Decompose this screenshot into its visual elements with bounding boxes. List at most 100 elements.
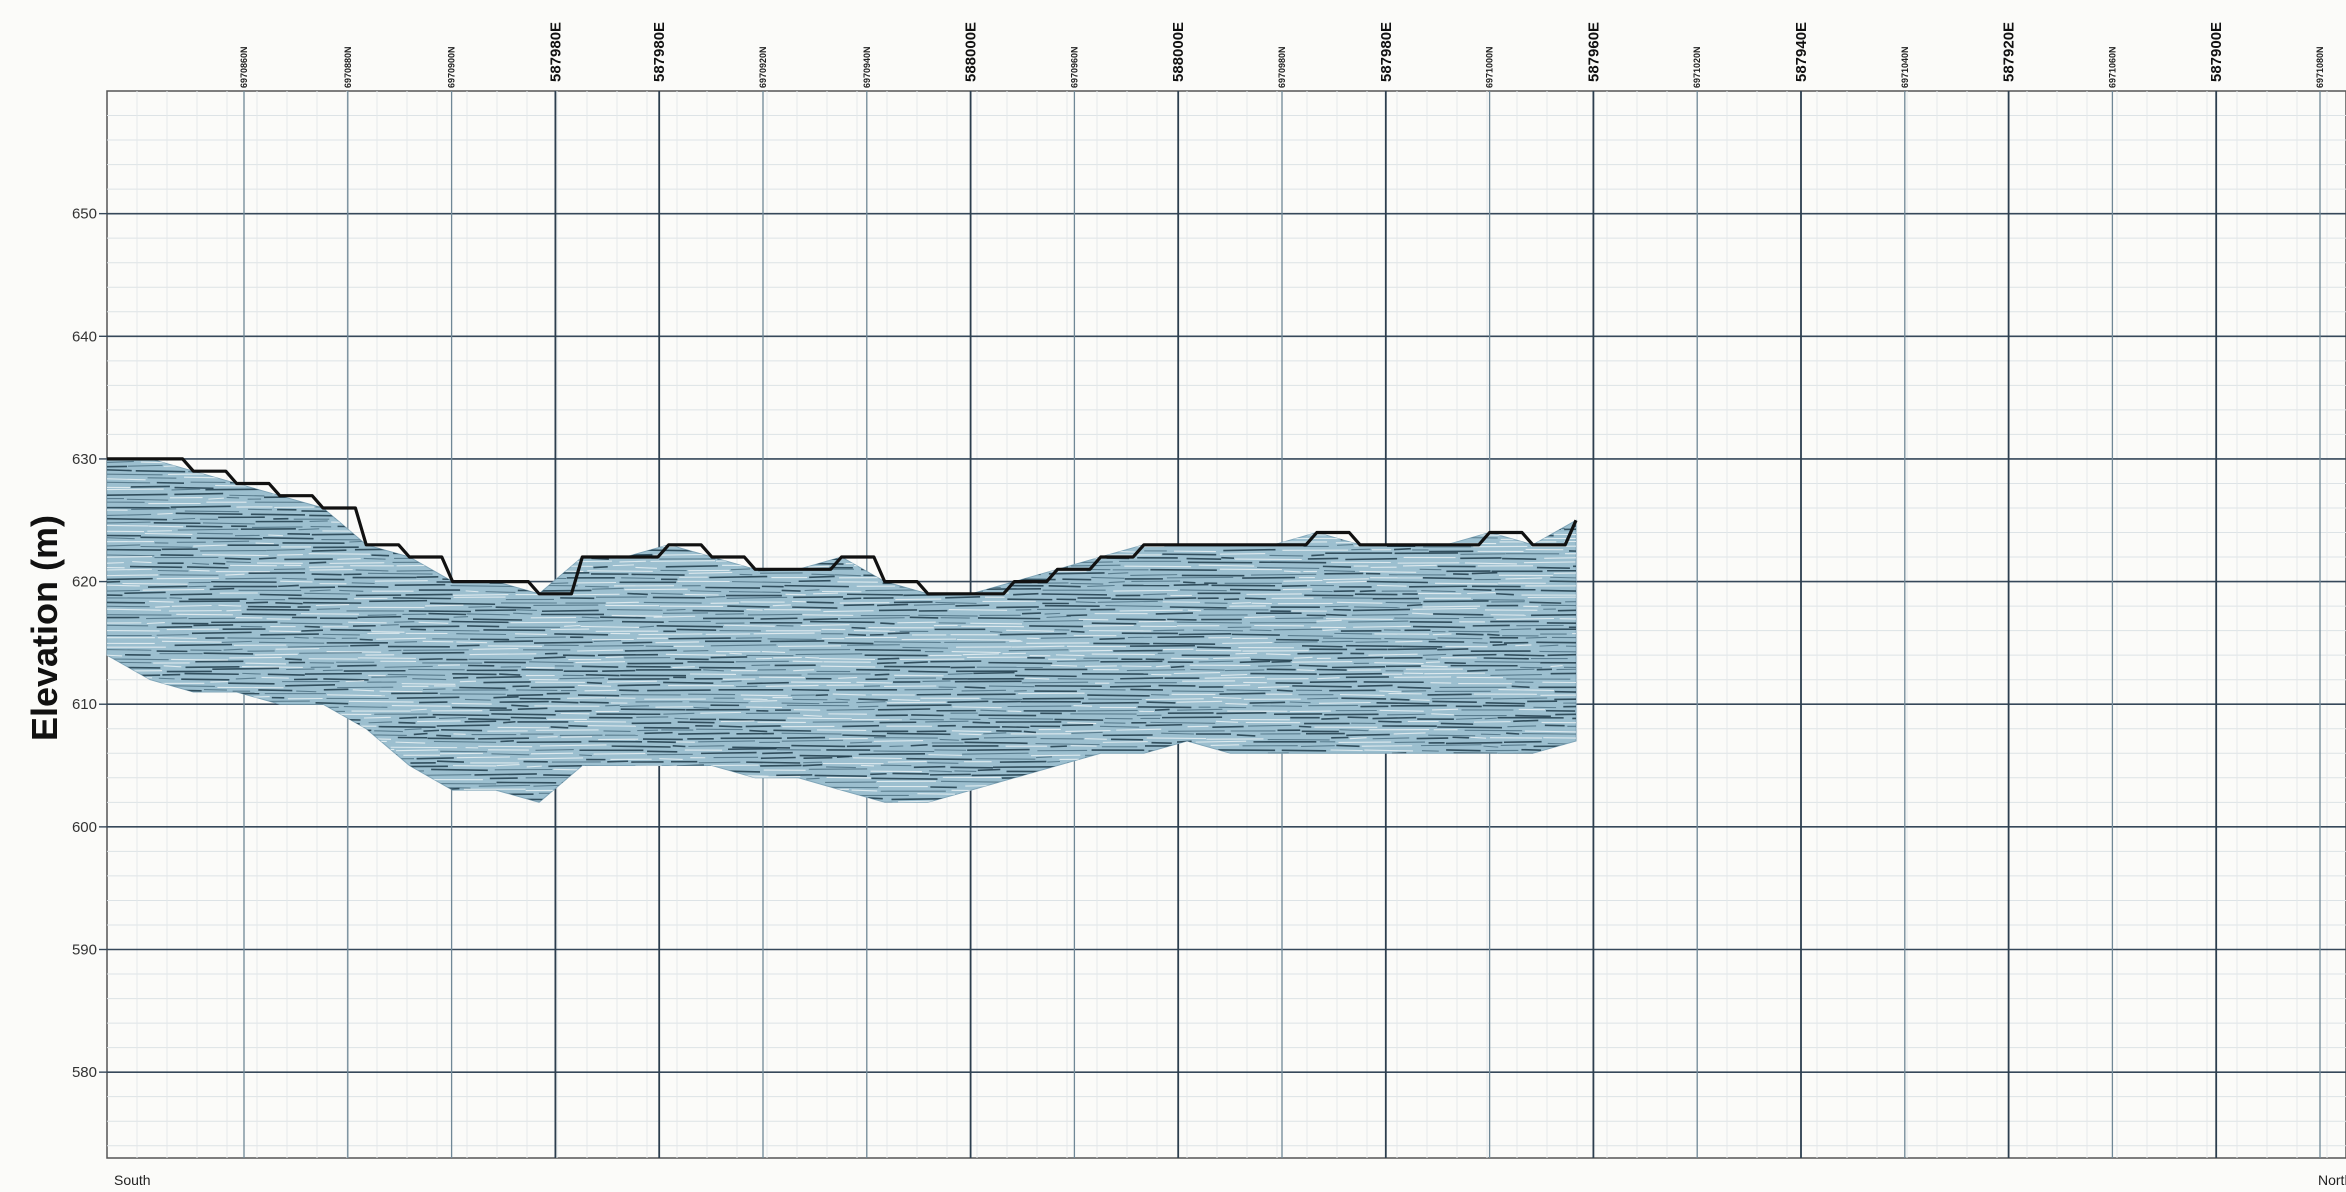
reflector-stroke — [721, 680, 742, 683]
reflector-stroke — [396, 749, 439, 752]
reflector-stroke — [228, 682, 275, 685]
reflector-stroke — [235, 677, 256, 680]
reflector-stroke — [804, 589, 820, 592]
reflector-stroke — [663, 712, 695, 715]
y-tick-label: 610 — [72, 696, 97, 713]
reflector-stroke — [1387, 647, 1437, 651]
reflector-stroke — [1326, 618, 1393, 620]
reflector-stroke — [478, 737, 529, 740]
reflector-stroke — [396, 696, 460, 699]
reflector-stroke — [621, 620, 664, 624]
reflector-stroke — [1394, 547, 1411, 551]
reflector-stroke — [174, 486, 214, 490]
reflector-stroke — [1186, 557, 1222, 561]
reflector-stroke — [1265, 653, 1291, 656]
reflector-stroke — [1336, 601, 1383, 604]
reflector-stroke — [1155, 612, 1194, 615]
reflector-stroke — [1547, 653, 1576, 657]
reflector-stroke — [672, 744, 686, 748]
reflector-stroke — [1151, 741, 1172, 745]
reflector-stroke — [644, 731, 673, 735]
reflector-stroke — [294, 636, 309, 639]
reflector-stroke — [672, 666, 695, 669]
reflector-stroke — [459, 686, 506, 690]
reflector-stroke — [1428, 734, 1476, 737]
reflector-stroke — [1091, 622, 1137, 625]
reflector-stroke — [468, 718, 511, 721]
reflector-stroke — [1559, 618, 1576, 621]
reflector-stroke — [1195, 740, 1247, 743]
reflector-stroke — [156, 626, 193, 629]
reflector-stroke — [1248, 724, 1292, 727]
reflector-stroke — [107, 608, 162, 611]
reflector-stroke — [453, 593, 509, 596]
reflector-stroke — [1036, 756, 1053, 759]
reflector-stroke — [1501, 628, 1532, 631]
reflector-stroke — [193, 544, 227, 547]
reflector-stroke — [581, 616, 600, 619]
reflector-stroke — [107, 537, 135, 540]
top-coordinate-label: 587980E — [1378, 22, 1395, 82]
reflector-stroke — [843, 597, 862, 600]
reflector-stroke — [1432, 708, 1459, 711]
reflector-stroke — [977, 768, 1001, 772]
reflector-stroke — [1440, 722, 1474, 725]
reflector-stroke — [878, 609, 918, 612]
reflector-stroke — [412, 678, 447, 681]
reflector-stroke — [499, 673, 521, 676]
reflector-stroke — [772, 604, 791, 607]
reflector-stroke — [392, 597, 451, 600]
reflector-stroke — [727, 605, 770, 608]
reflector-stroke — [1047, 760, 1061, 763]
reflector-stroke — [517, 757, 584, 760]
reflector-stroke — [432, 713, 490, 717]
reflector-stroke — [826, 708, 875, 711]
reflector-stroke — [1212, 725, 1244, 728]
reflector-stroke — [468, 606, 493, 608]
reflector-stroke — [1467, 592, 1496, 595]
reflector-stroke — [171, 658, 228, 661]
reflector-stroke — [1102, 741, 1148, 743]
reflector-stroke — [1455, 633, 1484, 636]
reflector-stroke — [1164, 597, 1197, 600]
reflector-stroke — [378, 725, 436, 728]
reflector-stroke — [491, 713, 556, 716]
reflector-stroke — [836, 755, 850, 759]
reflector-stroke — [526, 765, 542, 768]
reflector-stroke — [551, 701, 579, 704]
reflector-stroke — [515, 633, 548, 635]
reflector-stroke — [155, 605, 170, 608]
reflector-stroke — [452, 672, 497, 676]
reflector-stroke — [1319, 672, 1382, 676]
reflector-stroke — [533, 784, 563, 787]
reflector-stroke — [1276, 689, 1293, 692]
reflector-stroke — [639, 625, 654, 628]
reflector-stroke — [720, 720, 755, 723]
reflector-stroke — [892, 772, 929, 775]
reflector-stroke — [951, 650, 1001, 654]
reflector-stroke — [939, 738, 959, 741]
reflector-stroke — [1503, 740, 1542, 744]
reflector-stroke — [750, 700, 778, 702]
reflector-stroke — [122, 582, 188, 585]
reflector-stroke — [1433, 613, 1484, 616]
reflector-stroke — [894, 674, 944, 677]
reflector-stroke — [1050, 745, 1067, 748]
reflector-stroke — [1437, 637, 1483, 640]
reflector-stroke — [956, 638, 1021, 641]
reflector-stroke — [1421, 590, 1456, 593]
reflector-stroke — [363, 716, 391, 719]
reflector-stroke — [851, 789, 878, 792]
top-coordinate-label: 587980E — [547, 22, 564, 82]
reflector-stroke — [1550, 576, 1576, 579]
reflector-stroke — [1229, 588, 1281, 592]
reflector-stroke — [1423, 600, 1489, 603]
reflector-stroke — [1120, 677, 1164, 680]
reflector-stroke — [107, 658, 169, 661]
reflector-stroke — [606, 601, 639, 604]
reflector-stroke — [574, 720, 627, 723]
reflector-stroke — [1422, 577, 1472, 580]
reflector-stroke — [369, 599, 428, 603]
reflector-stroke — [584, 645, 644, 647]
reflector-stroke — [647, 740, 676, 744]
